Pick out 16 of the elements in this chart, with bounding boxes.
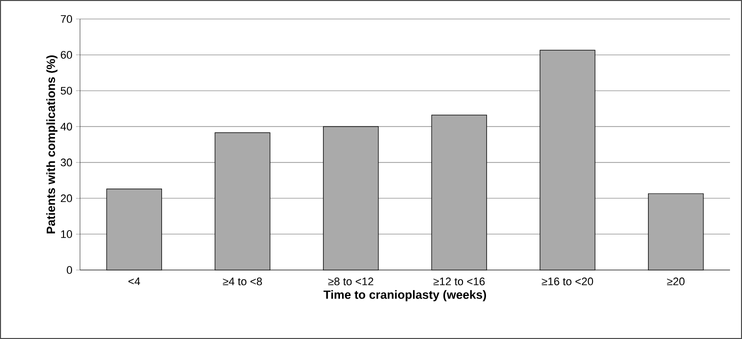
y-tick-label: 50 [60, 86, 72, 95]
x-tick-label: ≥16 to <20 [542, 278, 594, 286]
y-axis-title: Patients with complications (%) [46, 55, 58, 234]
x-tick-label: ≥4 to <8 [222, 278, 262, 286]
y-tick-label: 70 [60, 15, 72, 23]
y-tick-label: 0 [66, 266, 72, 274]
x-axis-title: Time to cranioplasty (weeks) [324, 290, 486, 302]
y-tick-label: 30 [60, 158, 72, 166]
x-tick-label: <4 [128, 278, 140, 286]
x-tick-label: ≥12 to <16 [434, 278, 485, 286]
y-tick-label: 20 [60, 194, 72, 202]
y-tick-label: 10 [61, 230, 72, 238]
x-tick-label: ≥20 [667, 278, 685, 286]
y-tick-label: 60 [60, 50, 72, 59]
y-tick-label: 40 [60, 122, 72, 130]
x-tick-label: ≥8 to <12 [328, 278, 374, 286]
